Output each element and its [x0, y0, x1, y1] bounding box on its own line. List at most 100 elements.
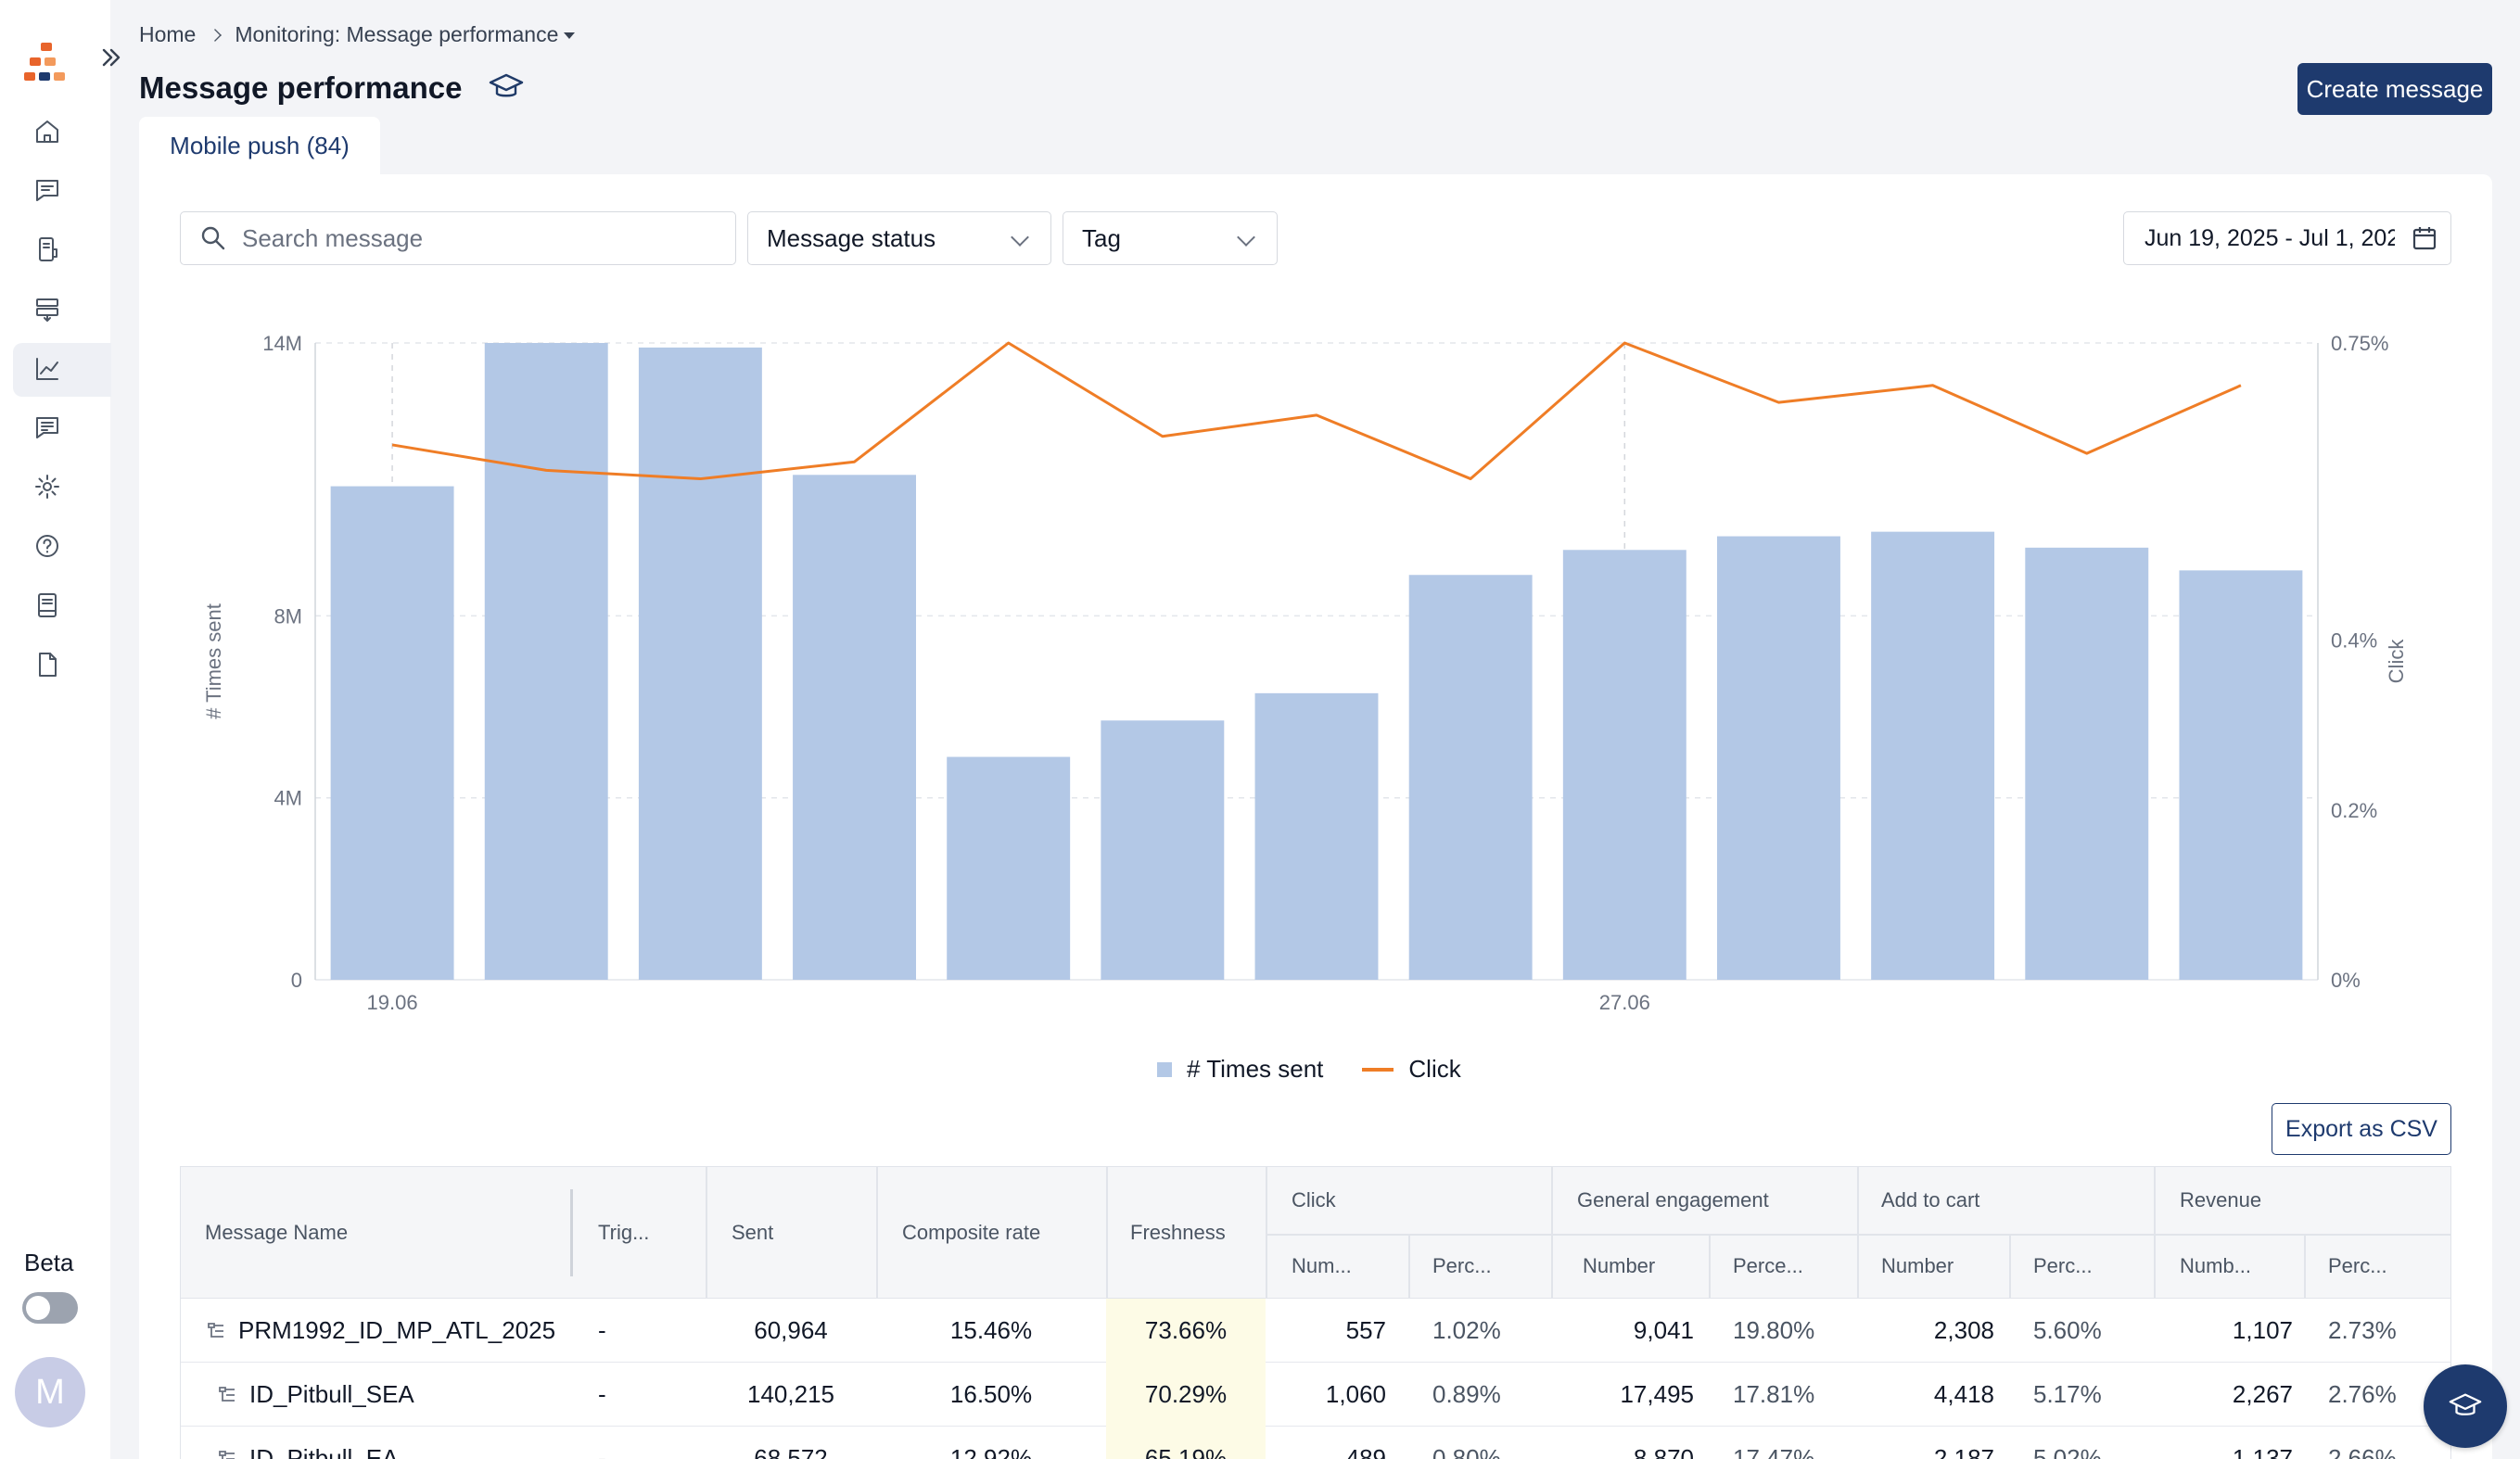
help-icon[interactable]	[28, 527, 67, 565]
message-table: Message Name Trig... Sent Composite rate…	[180, 1166, 2451, 1459]
column-divider	[876, 1167, 878, 1299]
column-resize-handle[interactable]	[570, 1189, 573, 1276]
message-name[interactable]: ID_Pitbull_EA	[249, 1444, 399, 1459]
y-left-tick-label: 14M	[262, 332, 302, 355]
chat-icon[interactable]	[28, 408, 67, 447]
date-range-value: Jun 19, 2025 - Jul 1, 2025	[2145, 224, 2395, 251]
message-name[interactable]: ID_Pitbull_SEA	[249, 1380, 414, 1408]
header-cart-number[interactable]: Number	[1881, 1254, 1954, 1277]
tag-label: Tag	[1082, 223, 1121, 252]
create-message-button[interactable]: Create message	[2297, 63, 2492, 115]
book-icon[interactable]	[28, 586, 67, 625]
click-percent-value: 0.80%	[1432, 1444, 1501, 1459]
layers-icon[interactable]	[28, 289, 67, 328]
column-divider	[2154, 1167, 2156, 1299]
sequence-icon	[216, 1448, 238, 1459]
bar-times-sent	[1717, 536, 1840, 980]
header-general-number[interactable]: Number	[1583, 1254, 1656, 1277]
column-divider	[1266, 1167, 1267, 1299]
home-icon[interactable]	[28, 112, 67, 151]
message-name[interactable]: PRM1992_ID_MP_ATL_2025	[238, 1316, 556, 1344]
sequence-icon	[216, 1384, 238, 1406]
performance-chart: 0 4M 8M 14M 0% 0.2% 0.4% 0.75% 19.06 27.06 # Times…	[202, 332, 2408, 1014]
search-input[interactable]	[242, 223, 724, 253]
expand-sidebar-icon[interactable]	[93, 37, 130, 78]
table-row[interactable]: ID_Pitbull_EA - 68,572 12.92% 65.19% 489…	[181, 1427, 2450, 1459]
breadcrumb-home[interactable]: Home	[139, 22, 197, 46]
table-row[interactable]: ID_Pitbull_SEA - 140,215 16.50% 70.29% 1…	[181, 1363, 2450, 1427]
header-add-to-cart: Add to cart	[1881, 1188, 1980, 1212]
header-composite-rate[interactable]: Composite rate	[902, 1221, 1041, 1244]
freshness-value: 65.19%	[1144, 1444, 1228, 1459]
tag-select[interactable]: Tag	[1063, 211, 1278, 265]
breadcrumb-current[interactable]: Monitoring: Message performance	[235, 22, 576, 47]
message-status-label: Message status	[767, 223, 936, 252]
sent-value: 60,964	[754, 1316, 828, 1344]
header-cart-percent[interactable]: Perc...	[2033, 1254, 2093, 1277]
composite-rate-value: 15.46%	[949, 1316, 1033, 1344]
click-number-value: 557	[1345, 1316, 1386, 1344]
bar-times-sent	[1408, 575, 1533, 980]
message-status-select[interactable]: Message status	[747, 211, 1051, 265]
table-row[interactable]: PRM1992_ID_MP_ATL_2025 - 60,964 15.46% 7…	[181, 1299, 2450, 1363]
document-icon[interactable]	[28, 645, 67, 684]
bar-times-sent	[484, 343, 608, 980]
y-left-axis-label: # Times sent	[202, 603, 225, 719]
messages-icon[interactable]	[28, 171, 67, 209]
bar-times-sent	[947, 756, 1071, 980]
header-freshness[interactable]: Freshness	[1130, 1221, 1226, 1244]
chart-icon[interactable]	[28, 349, 67, 388]
beta-toggle[interactable]	[22, 1292, 78, 1324]
header-message-name[interactable]: Message Name	[205, 1221, 349, 1244]
bar-times-sent	[1562, 550, 1686, 980]
general-percent-value: 17.47%	[1733, 1444, 1815, 1459]
revenue-percent-value: 2.73%	[2328, 1316, 2397, 1344]
help-fab-button[interactable]	[2424, 1364, 2507, 1448]
revenue-percent-value: 2.76%	[2328, 1380, 2397, 1408]
composite-rate-value: 16.50%	[949, 1380, 1033, 1408]
general-number-value: 17,495	[1620, 1380, 1694, 1408]
revenue-number-value: 1,107	[2232, 1316, 2293, 1344]
brand-logo[interactable]	[22, 41, 74, 87]
freshness-value: 73.66%	[1144, 1316, 1228, 1344]
x-tick-label: 27.06	[1599, 991, 1650, 1014]
nav-active-indicator	[13, 343, 111, 397]
calendar-icon	[2412, 227, 2437, 250]
column-divider	[1709, 1234, 1711, 1299]
tab-mobile-push[interactable]: Mobile push (84)	[139, 117, 380, 174]
header-revenue-percent[interactable]: Perc...	[2328, 1254, 2387, 1277]
bar-times-sent	[330, 486, 454, 980]
legend-label-click[interactable]: Click	[1408, 1055, 1461, 1083]
header-click-percent[interactable]: Perc...	[1432, 1254, 1492, 1277]
header-sent[interactable]: Sent	[732, 1221, 774, 1244]
y-left-tick-label: 4M	[274, 787, 302, 810]
chevron-down-icon	[1011, 228, 1029, 247]
trigger-value: -	[598, 1444, 606, 1459]
cart-number-value: 2,187	[1933, 1444, 1994, 1459]
legend-label-times-sent[interactable]: # Times sent	[1187, 1055, 1324, 1083]
header-general-percent[interactable]: Perce...	[1733, 1254, 1803, 1277]
click-percent-value: 1.02%	[1432, 1316, 1501, 1344]
chevron-down-icon	[1237, 228, 1255, 247]
settings-icon[interactable]	[28, 467, 67, 506]
y-right-tick-label: 0%	[2331, 969, 2361, 992]
cart-percent-value: 5.17%	[2033, 1380, 2102, 1408]
y-left-tick-label: 0	[291, 969, 302, 992]
trigger-value: -	[598, 1316, 606, 1344]
header-trigger[interactable]: Trig...	[598, 1221, 650, 1244]
header-click-number[interactable]: Num...	[1292, 1254, 1352, 1277]
click-percent-value: 0.89%	[1432, 1380, 1501, 1408]
bar-times-sent	[793, 475, 916, 980]
column-divider	[2009, 1234, 2011, 1299]
avatar[interactable]: M	[15, 1357, 85, 1427]
header-revenue-number[interactable]: Numb...	[2180, 1254, 2252, 1277]
graduation-cap-icon	[2449, 1393, 2482, 1415]
bar-times-sent	[1871, 531, 1995, 980]
y-right-tick-label: 0.2%	[2331, 799, 2377, 822]
mobile-icon[interactable]	[28, 230, 67, 269]
export-csv-button[interactable]: Export as CSV	[2272, 1103, 2451, 1155]
date-range-picker[interactable]: Jun 19, 2025 - Jul 1, 2025	[2123, 211, 2451, 265]
table-header: Message Name Trig... Sent Composite rate…	[181, 1167, 2450, 1299]
x-tick-label: 19.06	[367, 991, 418, 1014]
graduation-cap-icon[interactable]	[488, 69, 525, 106]
